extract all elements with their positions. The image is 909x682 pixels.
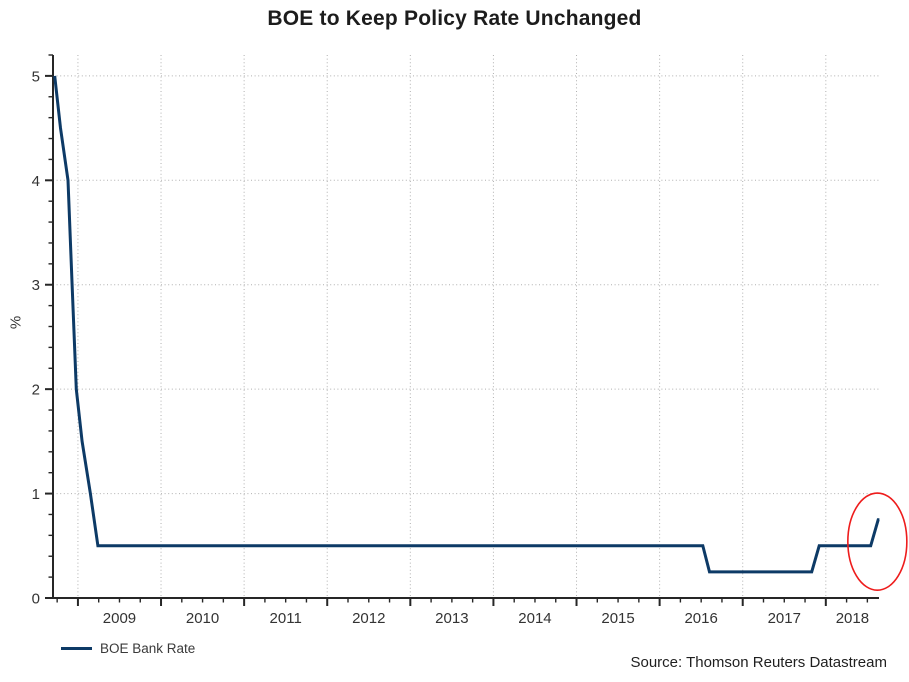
annotation-ellipse: [847, 492, 908, 591]
legend-line-sample-icon: [61, 647, 92, 650]
x-tick-label: 2013: [435, 610, 468, 627]
x-tick-label: 2015: [601, 610, 634, 627]
x-tick-label: 2017: [768, 610, 801, 627]
x-tick-label: 2010: [186, 610, 219, 627]
y-tick-label: 1: [32, 486, 40, 503]
y-tick-label: 5: [32, 68, 40, 85]
y-tick-label: 4: [32, 173, 40, 190]
source-note: Source: Thomson Reuters Datastream: [630, 654, 887, 671]
y-tick-label: 3: [32, 277, 40, 294]
x-tick-label: 2014: [518, 610, 551, 627]
chart-title: BOE to Keep Policy Rate Unchanged: [267, 7, 642, 30]
y-tick-label: 0: [32, 591, 40, 608]
legend: BOE Bank Rate: [61, 641, 195, 656]
series-line-boe-bank-rate: [53, 75, 880, 574]
x-tick-label: 2011: [270, 610, 302, 627]
x-tick-label: 2018: [836, 610, 869, 627]
x-tick-label: 2012: [352, 610, 385, 627]
legend-label: BOE Bank Rate: [100, 641, 196, 656]
y-tick-label: 2: [32, 382, 40, 399]
x-tick-label: 2009: [103, 610, 136, 627]
x-tick-label: 2016: [684, 610, 717, 627]
